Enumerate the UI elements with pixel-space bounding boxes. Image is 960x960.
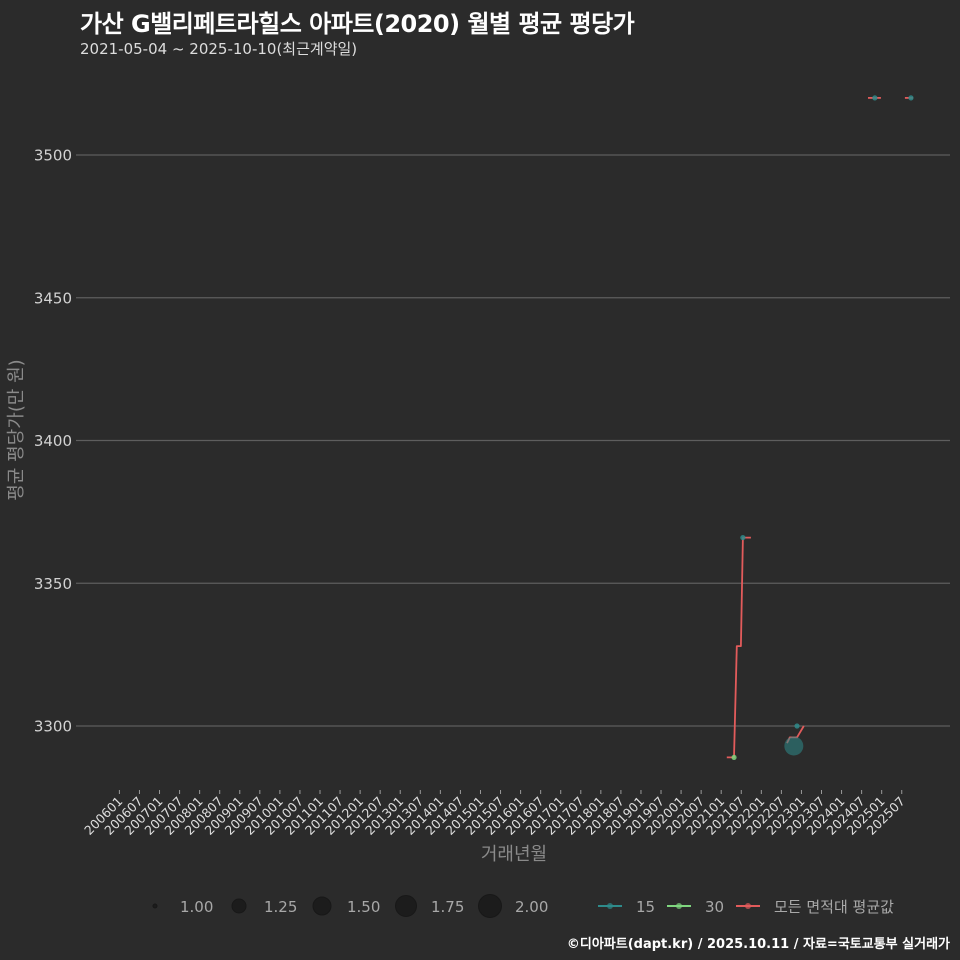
chart-title: 가산 G밸리페트라힐스 아파트(2020) 월별 평균 평당가 bbox=[80, 10, 635, 38]
y-tick-label: 3400 bbox=[34, 432, 72, 450]
size-legend-label: 1.25 bbox=[264, 898, 297, 916]
y-tick-label: 3350 bbox=[34, 575, 72, 593]
legend-dot-icon bbox=[607, 903, 613, 909]
y-tick-label: 3300 bbox=[34, 718, 72, 736]
legend-label: 30 bbox=[705, 898, 724, 916]
y-axis: 3300 3350 3400 3450 3500 bbox=[34, 147, 80, 736]
size-legend-dot bbox=[478, 894, 502, 918]
size-legend-label: 2.00 bbox=[515, 898, 548, 916]
data-point-15 bbox=[794, 723, 800, 729]
legend: 1.00 1.25 1.50 1.75 2.00 15 30 모든 면적대 평균값 bbox=[152, 894, 894, 918]
y-tick-label: 3450 bbox=[34, 289, 72, 307]
chart-subtitle: 2021-05-04 ~ 2025-10-10(최근계약일) bbox=[80, 40, 358, 58]
legend-dot-icon bbox=[676, 903, 682, 909]
size-legend-dot bbox=[152, 903, 158, 909]
data-point-15 bbox=[784, 736, 804, 756]
y-tick-label: 3500 bbox=[34, 147, 72, 165]
x-axis-title: 거래년월 bbox=[481, 844, 547, 865]
size-legend-dot bbox=[312, 896, 332, 916]
data-point-30 bbox=[731, 754, 737, 761]
legend-label: 15 bbox=[636, 898, 655, 916]
size-legend-label: 1.00 bbox=[180, 898, 213, 916]
size-legend-label: 1.50 bbox=[347, 898, 380, 916]
y-axis-title: 평균 평당가(만 원) bbox=[6, 359, 27, 500]
gridlines bbox=[80, 154, 950, 727]
data-point-15 bbox=[872, 95, 878, 101]
size-legend-dot bbox=[395, 895, 417, 917]
plot-area bbox=[726, 95, 914, 761]
avg-price-line bbox=[726, 536, 751, 759]
source-caption: ©디아파트(dapt.kr) / 2025.10.11 / 자료=국토교통부 실… bbox=[566, 937, 950, 952]
legend-label: 모든 면적대 평균값 bbox=[774, 898, 894, 916]
x-axis: 2006012006072007012007072008012008072009… bbox=[81, 790, 908, 838]
data-point-15 bbox=[740, 534, 746, 541]
data-point-15 bbox=[908, 95, 914, 101]
size-legend-label: 1.75 bbox=[431, 898, 464, 916]
size-legend-dot bbox=[231, 898, 247, 914]
legend-dot-icon bbox=[745, 903, 751, 909]
